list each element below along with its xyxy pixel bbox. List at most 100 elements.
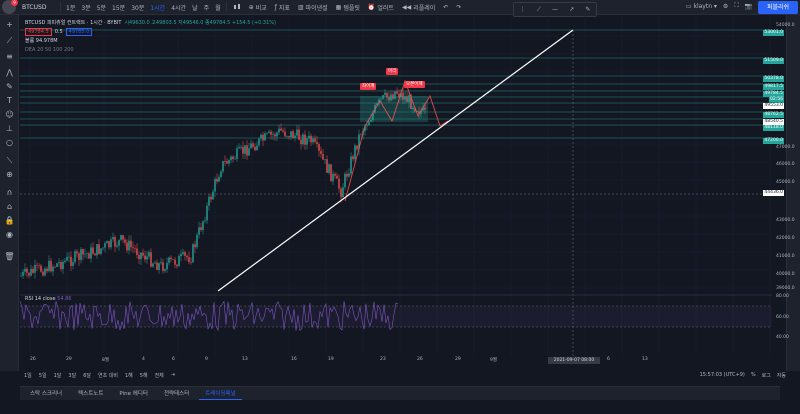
brush-icon[interactable]: ✎ — [585, 6, 591, 13]
auto-toggle[interactable]: 자동 — [776, 373, 786, 379]
undo-button[interactable]: ↶ — [439, 4, 452, 11]
price-chart[interactable] — [20, 16, 772, 356]
ray-icon[interactable]: ↗ — [569, 6, 575, 13]
measure-icon[interactable]: ⊥ — [6, 124, 13, 133]
fullscreen-icon[interactable]: ⛶ — [734, 2, 739, 9]
symbol-search[interactable]: BTCUSD — [22, 3, 47, 11]
log-toggle[interactable]: 로그 — [761, 373, 771, 379]
candle-body — [360, 134, 362, 136]
price-level-label: 48118.0 — [763, 125, 784, 131]
sell-button[interactable]: 49784.5 — [25, 27, 52, 36]
timeframe-4h[interactable]: 4시간 — [171, 4, 187, 12]
range-1d[interactable]: 1일 — [24, 373, 32, 379]
candle-body — [298, 129, 300, 140]
alert-button[interactable]: ⏰ 얼러트 — [367, 3, 394, 12]
clock[interactable]: 15:57:03 (UTC+9) — [699, 372, 745, 378]
tab-stock-screener[interactable]: 스탁 스크리너 — [30, 390, 63, 397]
fib-icon[interactable]: ≡ — [6, 52, 13, 61]
range-all[interactable]: 전체 — [154, 373, 164, 379]
timeframe-3m[interactable]: 3분 — [81, 4, 91, 12]
trend-line-icon[interactable]: ⟋ — [6, 36, 13, 45]
compare-button[interactable]: ⊕ 비교 — [248, 3, 267, 12]
timeframe-1m[interactable]: 1분 — [66, 4, 76, 12]
timeframe-1h[interactable]: 1시간 — [150, 4, 166, 12]
candle-body — [420, 110, 422, 114]
lock-icon[interactable]: 🔒 — [4, 216, 15, 225]
drag-handle-icon[interactable]: ⋮ — [519, 6, 526, 13]
smile-icon[interactable]: ☺ — [5, 110, 14, 119]
candle-body — [148, 252, 150, 257]
lock-drawing-icon[interactable]: ⌂ — [6, 202, 13, 211]
redo-button[interactable]: ↷ — [452, 4, 465, 11]
left-shoulder-label[interactable]: 좌어깨 — [360, 83, 377, 90]
layout-dropdown[interactable]: ▭ klaytn ▾ — [685, 2, 717, 10]
drawing-tools-sidebar: + ⟋ ≡ ⋀ ✎ T ☺ ⊥ ○ ⟍ ⊕ ∩ ⌂ 🔒 ◉ 🗑 — [0, 15, 19, 371]
brush-alt-icon[interactable]: ○ — [6, 138, 13, 147]
financials-button[interactable]: ▥ 파이낸셜 — [297, 3, 328, 12]
crosshair-icon[interactable]: + — [6, 20, 13, 29]
trend-line-icon[interactable]: ⟋ — [536, 5, 541, 13]
timeframe-1mo[interactable]: 월 — [215, 4, 221, 12]
candle-body — [214, 178, 216, 192]
range-ytd[interactable]: 연초 대비 — [97, 373, 118, 379]
goto-date-icon[interactable]: ⇥ — [170, 372, 175, 378]
range-5d[interactable]: 5일 — [38, 373, 47, 379]
camera-icon[interactable]: 📷 — [744, 2, 752, 10]
zoom-icon[interactable]: ⊕ — [6, 170, 13, 179]
tab-trading-panel[interactable]: 트레이딩패널 — [199, 388, 242, 400]
price-level-label: 48540.5 — [763, 119, 784, 125]
timeframe-30m[interactable]: 30분 — [131, 4, 145, 12]
candle-body — [220, 171, 222, 178]
time-tick: 23 — [380, 357, 386, 362]
timeframe-1d[interactable]: 날 — [192, 4, 198, 12]
brush-icon[interactable]: ✎ — [6, 82, 13, 91]
candle-body — [192, 244, 194, 263]
ruler-icon[interactable]: ⟍ — [6, 156, 13, 165]
range-6m[interactable]: 6달 — [83, 373, 91, 379]
candle-body — [98, 244, 100, 254]
range-5y[interactable]: 5해 — [139, 373, 148, 379]
publish-button[interactable]: 퍼블리쉬 — [758, 1, 798, 14]
tab-strategy-tester[interactable]: 전략테스터 — [163, 390, 190, 397]
magnet-icon[interactable]: ∩ — [6, 188, 13, 197]
pattern-icon[interactable]: ⋀ — [6, 68, 13, 77]
volume-indicator[interactable]: 볼륨 94.978M — [25, 38, 58, 44]
candle-body — [388, 97, 390, 101]
tab-pine-editor[interactable]: Pine 에디터 — [119, 390, 148, 397]
avatar[interactable]: 9 — [2, 0, 18, 14]
candle-body — [296, 129, 298, 136]
tab-text-notes[interactable]: 텍스트노트 — [78, 390, 104, 397]
percent-toggle[interactable]: % — [750, 372, 756, 378]
candle-body — [300, 139, 302, 145]
candle-body — [178, 256, 180, 267]
horizontal-line-icon[interactable]: — — [552, 6, 559, 13]
range-1y[interactable]: 1해 — [124, 373, 133, 379]
candle-body — [402, 92, 404, 100]
gear-icon[interactable]: ⚙ — [722, 2, 729, 10]
candle-body — [368, 121, 370, 126]
candle-body — [42, 271, 44, 276]
timeframe-5m[interactable]: 5분 — [96, 4, 107, 12]
candle-body — [266, 133, 268, 134]
range-3m[interactable]: 3달 — [68, 373, 77, 379]
timeframe-1w[interactable]: 주 — [203, 4, 210, 12]
eye-icon[interactable]: ◉ — [6, 230, 13, 239]
timeframe-15m[interactable]: 15분 — [112, 4, 126, 12]
buy-button[interactable]: 49785.0 — [65, 27, 93, 36]
right-shoulder-label[interactable]: 오른어깨 — [404, 81, 425, 88]
candle-body — [128, 240, 130, 251]
indicators-button[interactable]: ƒ 지표 — [274, 3, 290, 12]
ma-indicator[interactable]: DEA 20 50 100 200 — [25, 46, 74, 53]
text-icon[interactable]: T — [7, 96, 12, 105]
range-1m[interactable]: 1달 — [53, 373, 62, 379]
trash-icon[interactable]: 🗑 — [4, 252, 15, 261]
chart-type-button[interactable] — [229, 3, 245, 11]
bottom-right-controls: 15:57:03 (UTC+9) % 로그 자동 — [700, 372, 786, 379]
head-label[interactable]: 머리 — [386, 68, 399, 75]
replay-button[interactable]: ◀◀ 리플레이 — [401, 3, 436, 12]
financials-icon: ▥ — [297, 3, 304, 11]
templates-button[interactable]: ▦ 템플릿 — [335, 3, 360, 12]
candle-body — [400, 92, 402, 98]
candle-body — [376, 103, 378, 106]
rsi-legend[interactable]: RSI 14 close 54.86 — [25, 296, 72, 302]
